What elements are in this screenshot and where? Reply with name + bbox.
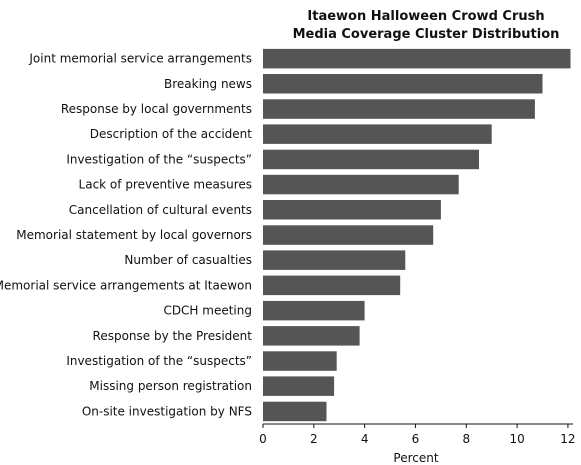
bar-5 [263, 174, 459, 195]
bar-1 [263, 74, 543, 94]
category-label-1: Breaking news [164, 77, 252, 91]
category-label-5: Lack of preventive measures [79, 178, 252, 192]
category-label-12: Investigation of the “suspects” [66, 354, 252, 368]
x-tick-label-6: 12 [560, 432, 575, 446]
chart-title-line-2: Media Coverage Cluster Distribution [293, 27, 560, 42]
x-axis: 0 2 4 6 8 10 12 [259, 423, 576, 446]
bar-9 [263, 275, 401, 296]
bar-3 [263, 124, 492, 144]
category-label-11: Response by the President [93, 329, 253, 343]
bar-12 [263, 351, 337, 371]
category-label-2: Response by local governments [61, 102, 252, 116]
x-tick-label-5: 10 [509, 432, 524, 446]
bar-14 [263, 401, 327, 422]
category-label-6: Cancellation of cultural events [69, 203, 252, 217]
category-label-8: Number of casualties [124, 253, 252, 267]
chart-title-line-1: Itaewon Halloween Crowd Crush [307, 9, 544, 24]
category-label-9: Memorial service arrangements at Itaewon [0, 278, 252, 292]
bars-group [263, 48, 571, 422]
x-axis-label: Percent [393, 451, 438, 465]
category-label-10: CDCH meeting [163, 304, 252, 318]
category-label-13: Missing person registration [89, 379, 252, 393]
bar-0 [263, 48, 571, 69]
x-tick-label-2: 4 [361, 432, 369, 446]
x-tick-label-4: 8 [462, 432, 470, 446]
category-label-14: On-site investigation by NFS [82, 404, 252, 418]
bar-11 [263, 326, 360, 346]
bar-7 [263, 225, 434, 245]
category-labels: Joint memorial service arrangements Break… [0, 52, 252, 419]
x-tick-label-0: 0 [259, 432, 267, 446]
bar-2 [263, 99, 535, 119]
x-tick-label-3: 6 [412, 432, 420, 446]
bar-13 [263, 376, 335, 396]
bar-6 [263, 200, 441, 220]
category-label-3: Description of the accident [90, 127, 253, 141]
category-label-0: Joint memorial service arrangements [28, 52, 252, 66]
bar-10 [263, 300, 365, 321]
x-tick-label-1: 2 [310, 432, 318, 446]
bar-8 [263, 250, 406, 270]
category-label-7: Memorial statement by local governors [16, 228, 252, 242]
bar-4 [263, 149, 479, 170]
category-label-4: Investigation of the “suspects” [66, 152, 252, 166]
